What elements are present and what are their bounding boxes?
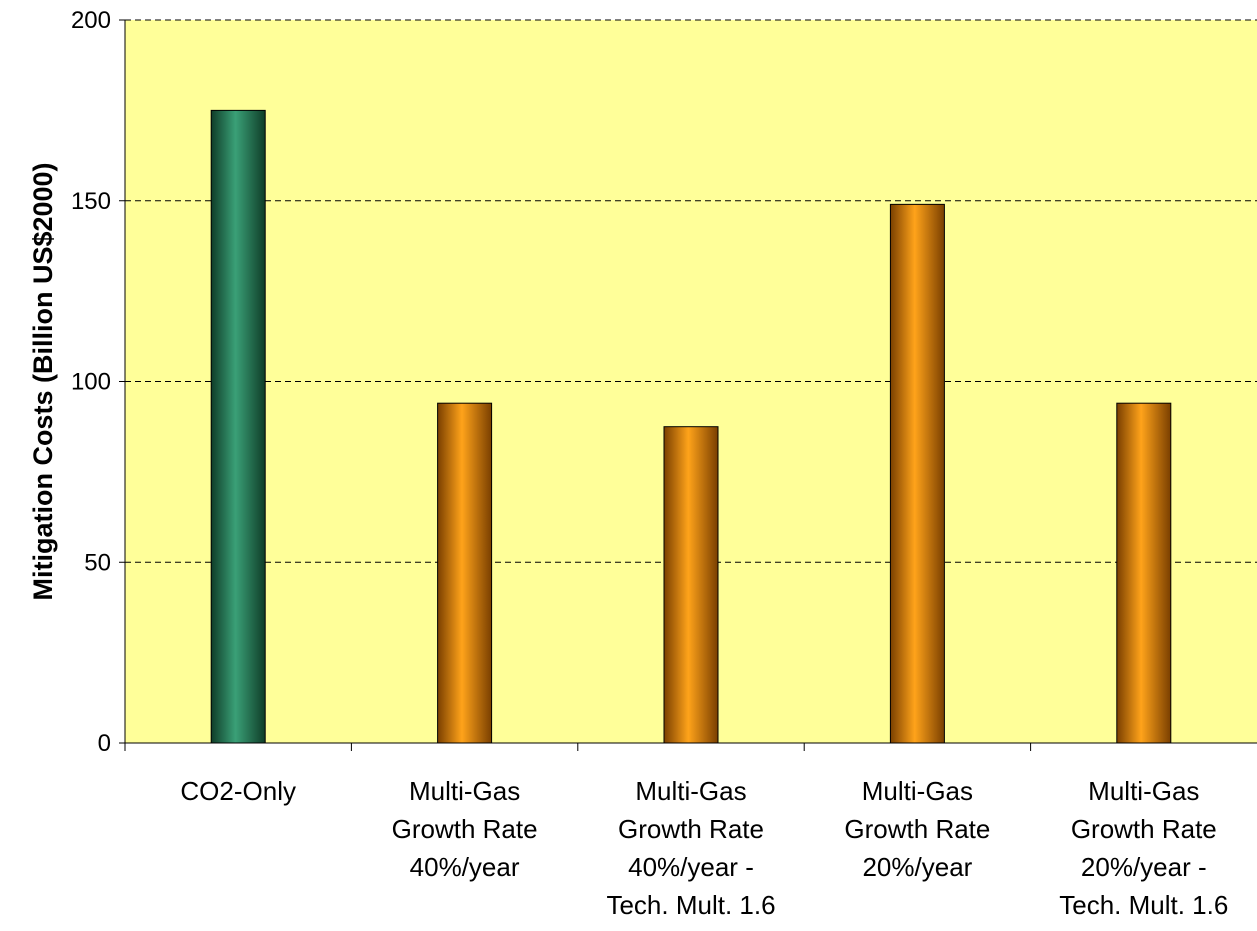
y-tick-label: 50	[84, 549, 111, 576]
y-tick-label: 150	[71, 188, 111, 215]
x-category-label: CO2-Only	[180, 776, 296, 806]
y-ticks: 0 50 100 150 200	[71, 7, 125, 757]
x-category-label: Multi-Gas Growth Rate 20%/year -Tech. Mult…	[1059, 776, 1228, 920]
y-axis-title: Mitigation Costs (Billion US$2000)	[28, 162, 58, 600]
y-tick-label: 0	[98, 730, 111, 757]
x-category-label: Multi-Gas Growth Rate 40%/year	[392, 776, 538, 882]
x-ticks	[124, 743, 1032, 751]
bar	[437, 402, 493, 744]
y-tick-label: 100	[71, 369, 111, 396]
bar	[210, 109, 266, 744]
x-category-labels: CO2-Only Multi-Gas Growth Rate 40%/year Mult…	[180, 776, 1228, 920]
x-category-label: Multi-Gas Growth Rate 40%/year -Tech. Mult…	[606, 776, 775, 920]
bar	[663, 426, 719, 744]
y-tick-label: 200	[71, 7, 111, 34]
bar	[1116, 402, 1172, 744]
x-category-label: Multi-Gas Growth Rate 20%/year	[844, 776, 990, 882]
bar	[889, 203, 945, 744]
